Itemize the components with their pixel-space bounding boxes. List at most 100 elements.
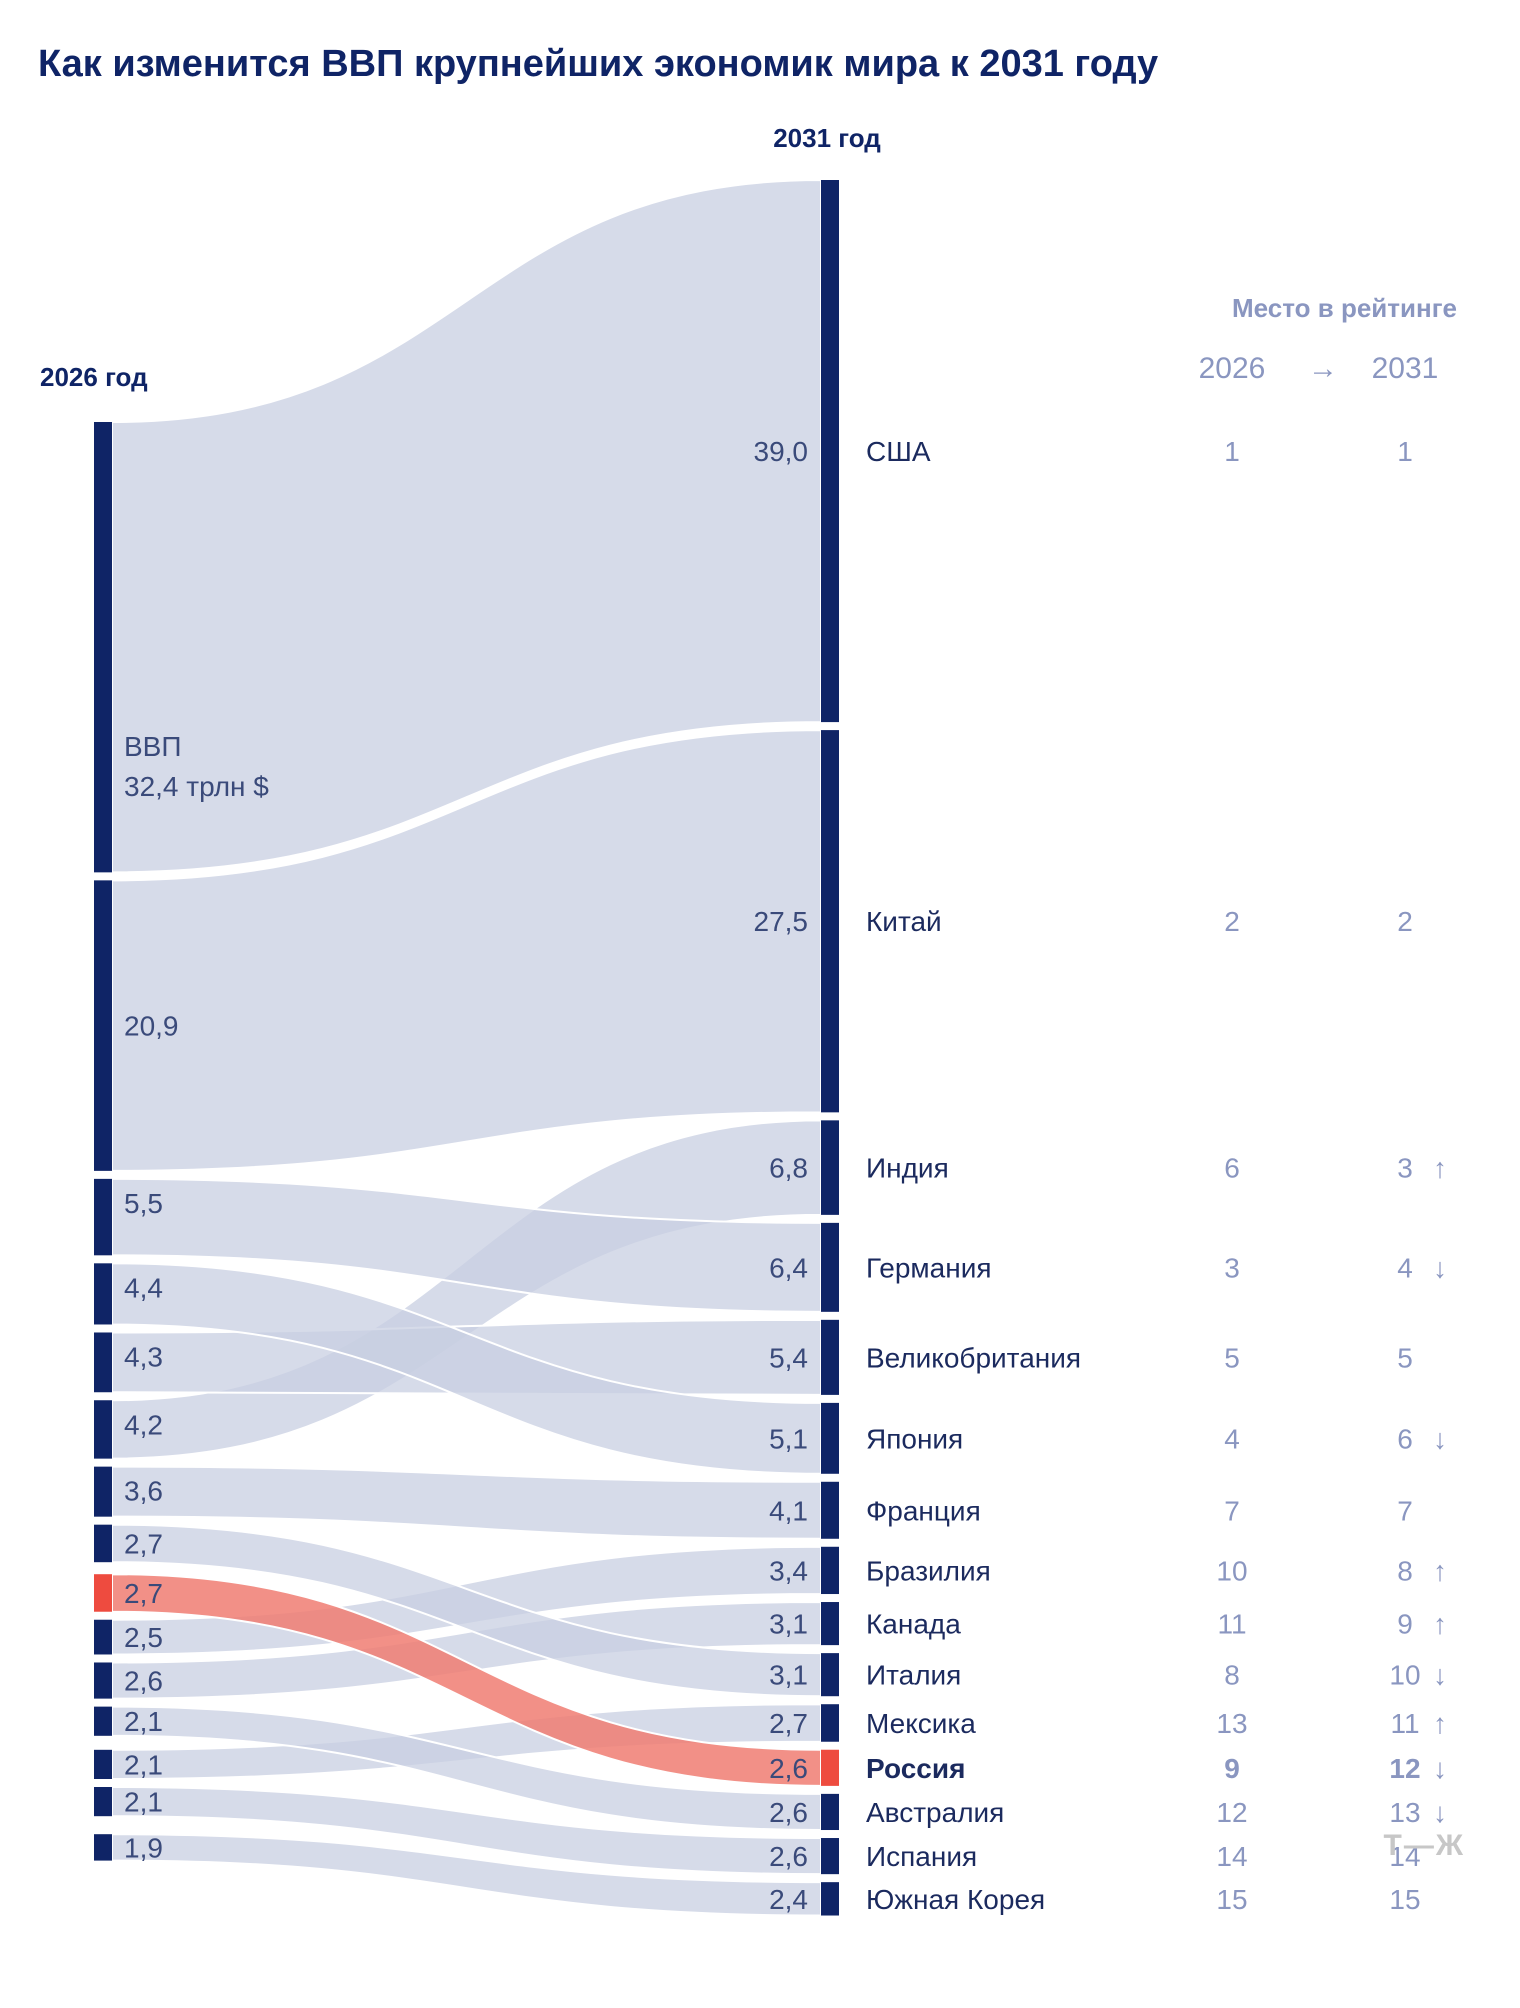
left-value-canada: 2,6 xyxy=(124,1666,163,1697)
left-bar-usa xyxy=(94,422,112,873)
labels-group: 39,0 США 1 120,927,5 Китай 2 24,26,8 Индия 6 3 ↑5,… xyxy=(124,436,1447,1915)
left-bar-china xyxy=(94,880,112,1171)
rank-2026-spain: 14 xyxy=(1216,1841,1247,1872)
rank-2031-canada: 9 xyxy=(1397,1609,1413,1640)
flow-france xyxy=(111,1465,822,1540)
rank-header: Место в рейтинге xyxy=(1232,293,1457,323)
rank-2026-canada: 11 xyxy=(1217,1609,1246,1640)
left-bar-india xyxy=(94,1400,112,1459)
rank-2026-italy: 8 xyxy=(1224,1660,1240,1691)
left-bar-south-korea xyxy=(94,1834,112,1861)
left-bar-italy xyxy=(94,1524,112,1563)
right-value-china: 27,5 xyxy=(754,906,809,937)
right-bar-brazil xyxy=(821,1546,839,1595)
right-value-india: 6,8 xyxy=(769,1153,808,1184)
country-name-germany: Германия xyxy=(866,1252,992,1283)
tzh-logo: Т—Ж xyxy=(1384,1829,1465,1862)
right-year-label: 2031 год xyxy=(773,123,881,153)
right-value-germany: 6,4 xyxy=(769,1252,808,1283)
rank-change-australia: ↓ xyxy=(1433,1797,1447,1828)
left-value-mexico: 2,1 xyxy=(124,1749,163,1780)
gdp-label-line2: 32,4 трлн $ xyxy=(124,771,269,802)
right-value-canada: 3,1 xyxy=(769,1609,808,1640)
rank-2031-usa: 1 xyxy=(1397,436,1413,467)
left-value-germany: 5,5 xyxy=(124,1188,163,1219)
left-bar-france xyxy=(94,1466,112,1517)
flow-italy xyxy=(111,1523,822,1698)
right-bar-mexico xyxy=(821,1704,839,1742)
right-value-uk: 5,4 xyxy=(769,1342,808,1373)
right-value-mexico: 2,7 xyxy=(769,1708,808,1739)
chart-title: Как изменится ВВП крупнейших экономик ми… xyxy=(38,43,1158,85)
left-value-italy: 2,7 xyxy=(124,1528,163,1559)
rank-2031-mexico: 11 xyxy=(1390,1708,1419,1739)
rank-2031-spain: 14 xyxy=(1389,1841,1420,1872)
left-value-south-korea: 1,9 xyxy=(124,1832,163,1863)
rank-change-canada: ↑ xyxy=(1433,1609,1447,1640)
country-name-brazil: Бразилия xyxy=(866,1555,991,1586)
country-name-mexico: Мексика xyxy=(866,1708,976,1739)
country-name-china: Китай xyxy=(866,906,942,937)
right-bar-italy xyxy=(821,1653,839,1697)
left-bar-russia xyxy=(94,1574,112,1612)
rank-2031-india: 3 xyxy=(1397,1153,1413,1184)
country-name-italy: Италия xyxy=(866,1660,961,1691)
left-value-india: 4,2 xyxy=(124,1409,163,1440)
right-value-japan: 5,1 xyxy=(769,1423,808,1454)
right-bar-usa xyxy=(821,180,839,723)
left-value-spain: 2,1 xyxy=(124,1787,163,1818)
rank-change-italy: ↓ xyxy=(1433,1660,1447,1691)
left-bar-australia xyxy=(94,1706,112,1736)
rank-2026-russia: 9 xyxy=(1224,1753,1240,1784)
country-name-india: Индия xyxy=(866,1153,949,1184)
left-year-label: 2026 год xyxy=(40,362,148,392)
right-bar-india xyxy=(821,1120,839,1215)
country-name-spain: Испания xyxy=(866,1841,977,1872)
left-bar-spain xyxy=(94,1787,112,1817)
left-bar-canada xyxy=(94,1662,112,1699)
right-bar-russia xyxy=(821,1749,839,1786)
rank-2026-uk: 5 xyxy=(1224,1342,1240,1373)
country-name-south-korea: Южная Корея xyxy=(866,1884,1045,1915)
left-value-uk: 4,3 xyxy=(124,1341,163,1372)
rank-2031-uk: 5 xyxy=(1397,1342,1413,1373)
rank-col-2026: 2026 xyxy=(1199,352,1266,385)
rank-2031-italy: 10 xyxy=(1389,1660,1420,1691)
left-value-australia: 2,1 xyxy=(124,1706,163,1737)
left-bar-uk xyxy=(94,1332,112,1393)
rank-change-russia: ↓ xyxy=(1433,1753,1447,1784)
rank-2026-south-korea: 15 xyxy=(1216,1884,1247,1915)
rank-2031-russia: 12 xyxy=(1389,1753,1420,1784)
rank-2026-japan: 4 xyxy=(1224,1423,1240,1454)
right-value-italy: 3,1 xyxy=(769,1660,808,1691)
rank-arrow: → xyxy=(1308,352,1338,385)
gdp-label-line1: ВВП xyxy=(124,731,181,762)
country-name-russia: Россия xyxy=(866,1753,965,1784)
left-bar-brazil xyxy=(94,1619,112,1655)
rank-2031-france: 7 xyxy=(1397,1495,1413,1526)
rank-change-mexico: ↑ xyxy=(1433,1708,1447,1739)
right-bar-south-korea xyxy=(821,1882,839,1916)
country-name-france: Франция xyxy=(866,1495,981,1526)
country-name-australia: Австралия xyxy=(866,1797,1004,1828)
right-bar-australia xyxy=(821,1793,839,1831)
right-bar-china xyxy=(821,730,839,1113)
rank-change-brazil: ↑ xyxy=(1433,1555,1447,1586)
right-value-russia: 2,6 xyxy=(769,1753,808,1784)
rank-change-japan: ↓ xyxy=(1433,1423,1447,1454)
rank-2031-japan: 6 xyxy=(1397,1423,1413,1454)
rank-change-germany: ↓ xyxy=(1433,1252,1447,1283)
rank-2026-brazil: 10 xyxy=(1216,1555,1247,1586)
rank-2031-australia: 13 xyxy=(1389,1797,1420,1828)
rank-2031-brazil: 8 xyxy=(1397,1555,1413,1586)
rank-2026-china: 2 xyxy=(1224,906,1240,937)
rank-2026-france: 7 xyxy=(1224,1495,1240,1526)
rank-col-2031: 2031 xyxy=(1372,352,1439,385)
left-value-japan: 4,4 xyxy=(124,1272,163,1303)
rank-2026-germany: 3 xyxy=(1224,1252,1240,1283)
left-value-brazil: 2,5 xyxy=(124,1622,163,1653)
left-value-russia: 2,7 xyxy=(124,1578,163,1609)
right-bar-spain xyxy=(821,1838,839,1875)
right-value-brazil: 3,4 xyxy=(769,1555,808,1586)
right-bar-japan xyxy=(821,1402,839,1474)
